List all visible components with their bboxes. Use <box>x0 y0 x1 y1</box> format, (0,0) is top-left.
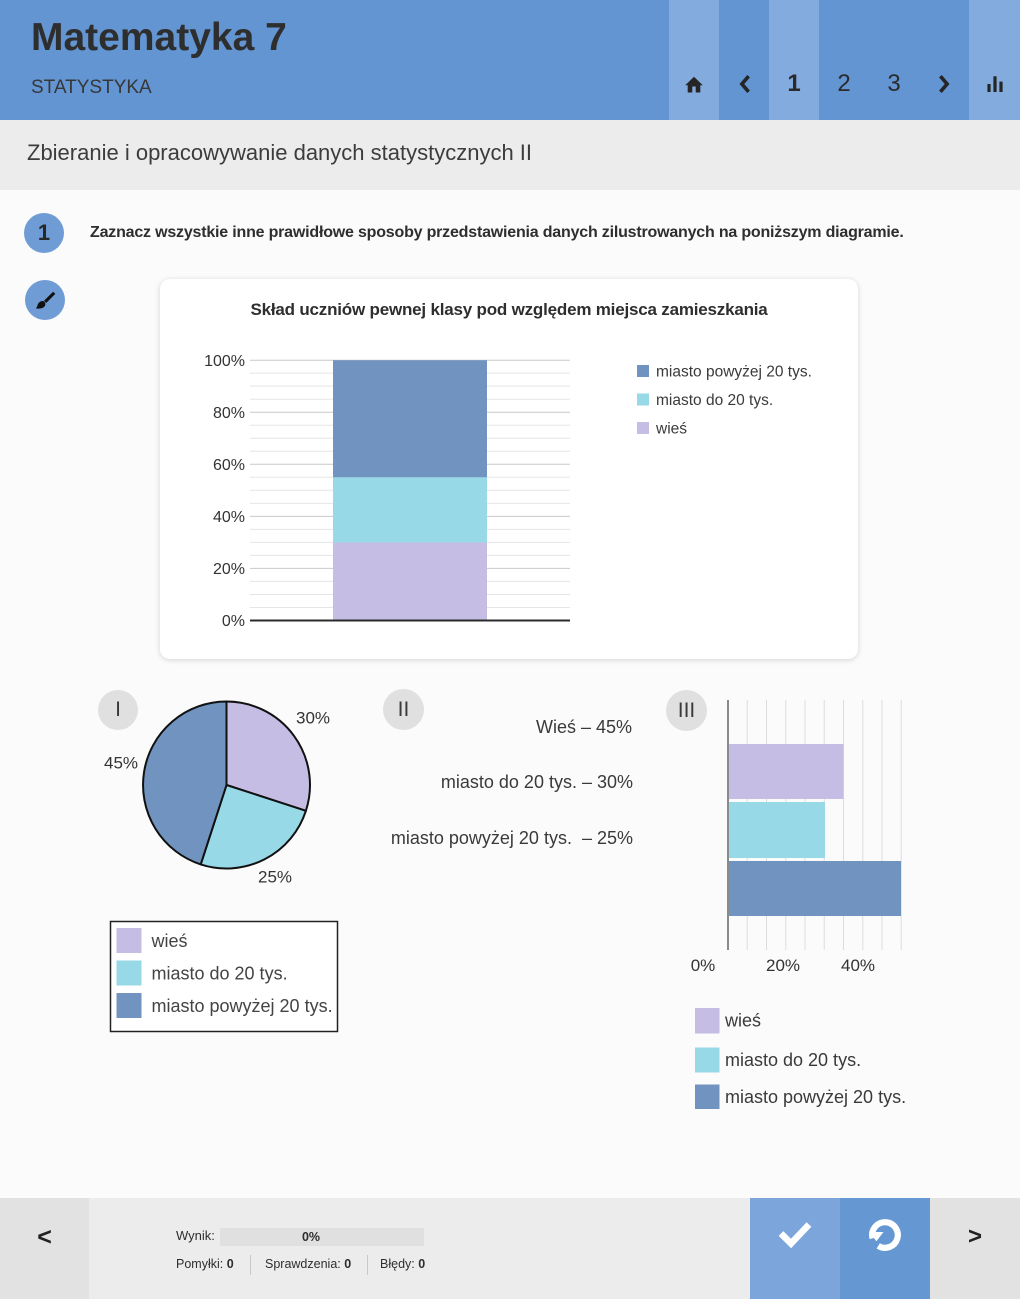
svg-text:30%: 30% <box>296 709 330 728</box>
svg-text:Wieś – 45%: Wieś – 45% <box>536 717 632 737</box>
svg-text:40%: 40% <box>841 956 875 975</box>
svg-text:miasto do 20 tys.: miasto do 20 tys. <box>725 1050 861 1070</box>
svg-text:60%: 60% <box>213 457 245 474</box>
svg-text:miasto powyżej 20 tys.: miasto powyżej 20 tys. <box>656 364 812 381</box>
svg-text:miasto do 20 tys. – 30%: miasto do 20 tys. – 30% <box>441 772 633 792</box>
svg-text:20%: 20% <box>766 956 800 975</box>
svg-text:80%: 80% <box>213 405 245 422</box>
svg-text:0%: 0% <box>222 613 245 630</box>
svg-text:40%: 40% <box>213 509 245 526</box>
svg-text:0%: 0% <box>691 956 716 975</box>
svg-text:miasto powyżej 20 tys.: miasto powyżej 20 tys. <box>725 1087 906 1107</box>
svg-text:20%: 20% <box>213 561 245 578</box>
svg-text:wieś: wieś <box>655 421 687 438</box>
svg-text:45%: 45% <box>104 754 138 773</box>
svg-text:25%: 25% <box>258 868 292 887</box>
svg-text:miasto do 20 tys.: miasto do 20 tys. <box>656 392 773 409</box>
svg-text:wieś: wieś <box>724 1011 761 1031</box>
svg-text:miasto powyżej 20 tys.: miasto powyżej 20 tys. <box>152 996 333 1016</box>
svg-text:miasto do 20 tys.: miasto do 20 tys. <box>152 964 288 984</box>
svg-text:100%: 100% <box>204 353 245 370</box>
svg-text:miasto powyżej 20 tys. – 25%: miasto powyżej 20 tys. – 25% <box>391 828 633 848</box>
svg-text:wieś: wieś <box>151 931 188 951</box>
